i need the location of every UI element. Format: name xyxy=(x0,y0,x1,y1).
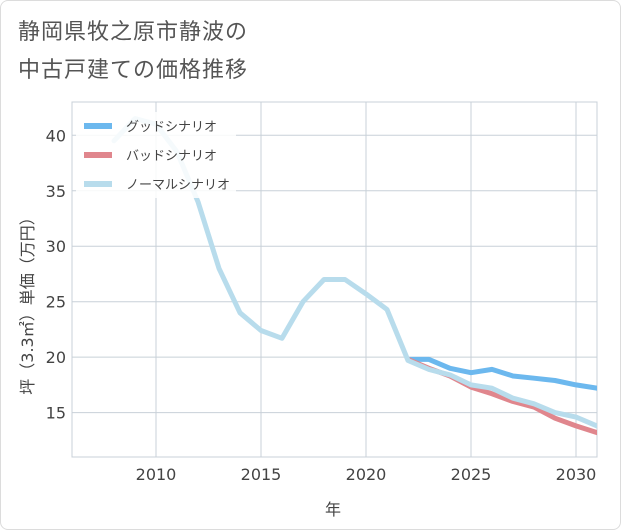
y-tick-label: 35 xyxy=(46,182,66,201)
y-tick-label: 30 xyxy=(46,237,66,256)
series-line-1 xyxy=(405,356,597,391)
x-tick-label: 2030 xyxy=(556,465,597,484)
legend-label: バッドシナリオ xyxy=(126,149,217,164)
legend-label: グッドシナリオ xyxy=(126,120,217,135)
chart-title-line-1: 静岡県牧之原市静波の xyxy=(18,20,249,45)
x-tick-label: 2015 xyxy=(241,465,282,484)
grid xyxy=(71,101,598,458)
x-axis-title: 年 xyxy=(325,500,341,519)
y-tick-label: 20 xyxy=(46,348,66,367)
chart-title: 静岡県牧之原市静波の 中古戸建ての価格推移 xyxy=(18,14,248,90)
x-tick-label: 2025 xyxy=(451,465,492,484)
plot-frame xyxy=(71,101,598,458)
y-tick-label: 40 xyxy=(46,126,66,145)
legend-label: ノーマルシナリオ xyxy=(126,178,230,193)
chart-title-line-2: 中古戸建ての価格推移 xyxy=(18,58,249,83)
x-tick-label: 2020 xyxy=(346,465,387,484)
y-axis-title: 坪（3.3㎡）単価（万円） xyxy=(18,209,37,394)
y-tick-label: 15 xyxy=(46,404,66,423)
x-tick-label: 2010 xyxy=(136,465,177,484)
y-tick-label: 25 xyxy=(46,293,66,312)
